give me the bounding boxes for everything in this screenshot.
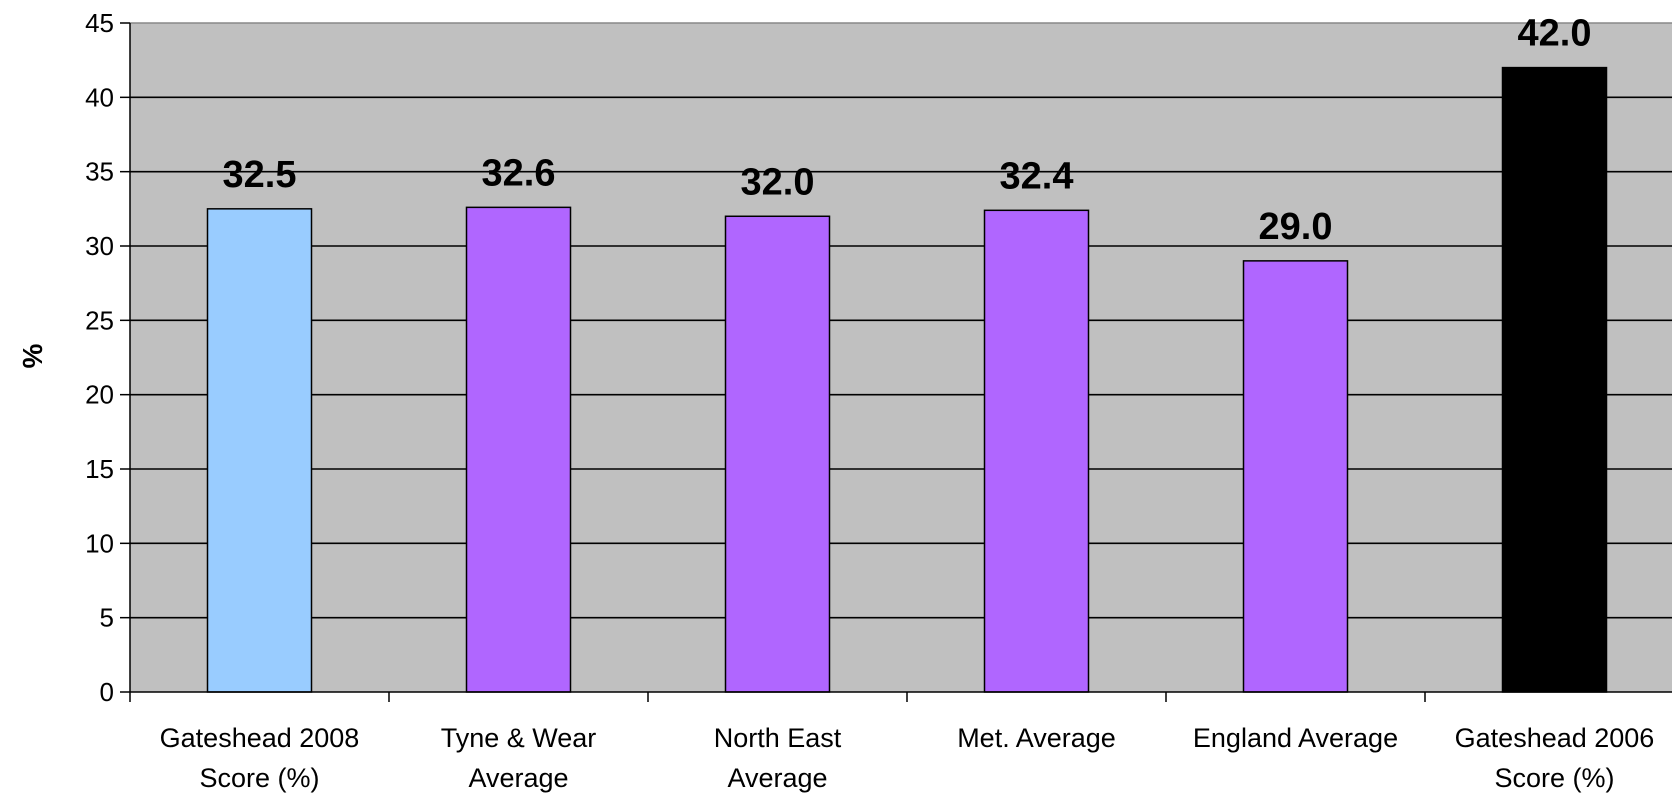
data-label: 32.6 — [482, 152, 556, 194]
bar — [985, 210, 1089, 692]
data-label: 32.0 — [741, 161, 815, 203]
y-tick-label: 0 — [100, 677, 114, 707]
y-tick-label: 15 — [85, 454, 114, 484]
bar — [467, 207, 571, 692]
x-tick-label: England Average — [1193, 723, 1398, 753]
x-tick-labels: Gateshead 2008 Score (%) Tyne & Wear Averag… — [160, 723, 1655, 793]
x-tick-label: North East Average — [714, 723, 842, 793]
y-tick-label: 5 — [100, 603, 114, 633]
y-tick-label: 40 — [85, 82, 114, 112]
y-tick-labels: 0 5 10 15 20 25 30 35 40 45 — [85, 8, 114, 707]
y-tick-label: 20 — [85, 380, 114, 410]
y-tick-label: 10 — [85, 528, 114, 558]
y-tick-label: 45 — [85, 8, 114, 38]
bar — [1244, 261, 1348, 692]
y-tick-label: 25 — [85, 305, 114, 335]
data-label: 32.4 — [1000, 155, 1074, 197]
x-tick-label: Gateshead 2008 Score (%) — [160, 723, 360, 793]
bar — [1503, 68, 1607, 692]
plot-area — [130, 23, 1672, 692]
data-label: 29.0 — [1259, 206, 1333, 248]
bar — [208, 209, 312, 692]
x-tick-label: Met. Average — [957, 723, 1116, 753]
y-tick-label: 30 — [85, 231, 114, 261]
data-label: 42.0 — [1518, 13, 1592, 55]
x-tick-label: Tyne & Wear Average — [441, 723, 597, 793]
y-tick-label: 35 — [85, 157, 114, 187]
y-axis-title: % — [17, 343, 48, 368]
data-label: 32.5 — [223, 154, 297, 196]
x-tick-label: Gateshead 2006 Score (%) — [1455, 723, 1655, 793]
bar — [726, 216, 830, 692]
